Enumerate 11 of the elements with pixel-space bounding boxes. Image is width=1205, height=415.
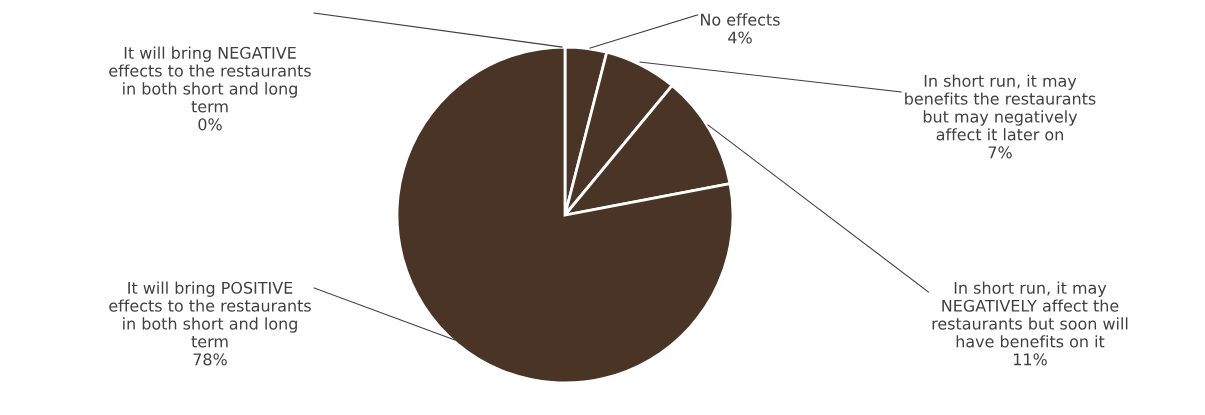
pie-slice [395,45,735,385]
data-label: 4% [728,31,752,44]
slice-label: In short run, it may NEGATIVELY affect the restaurants but soon will have benefits on it [932,281,1128,348]
slice-label: No effects [701,13,780,26]
data-label: 7% [988,146,1012,159]
data-label: 78% [193,353,227,366]
data-label: 11% [1014,353,1047,366]
category-label: It will bring NEGATIVE effects to the restaurants in both short and long term [109,46,311,113]
slice-label: It will bring POSITIVE effects to the restaurants in both short and long term [109,281,311,348]
slice-label: In short run, it may benefits the restaurants but may negatively affect it later on [905,74,1096,141]
text: 0% [198,118,222,131]
